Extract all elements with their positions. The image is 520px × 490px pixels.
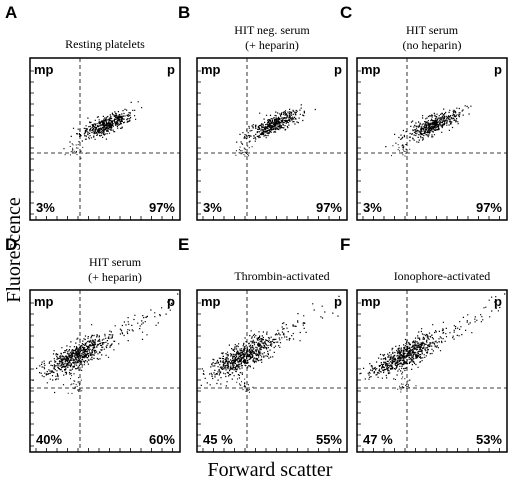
panel-caption: Resting platelets <box>65 37 145 51</box>
plot-frame <box>356 289 508 453</box>
left-label: mp <box>201 294 221 309</box>
panel-caption: Ionophore-activated <box>394 269 491 283</box>
left-percent: 3% <box>363 200 382 215</box>
ticks <box>357 302 500 452</box>
panel-letter: E <box>178 235 189 254</box>
right-percent: 97% <box>149 200 175 215</box>
ticks <box>197 70 340 220</box>
plot-frame <box>196 57 348 221</box>
left-label: mp <box>34 62 54 77</box>
ticks <box>30 70 173 220</box>
dot-cloud <box>235 104 316 157</box>
panel-caption: (+ heparin) <box>245 38 299 52</box>
y-axis-label: Fluorescence <box>3 197 25 303</box>
dot-cloud <box>32 293 179 394</box>
panel-letter: A <box>5 3 17 22</box>
plot-frame <box>29 57 181 221</box>
left-percent: 47 % <box>363 432 393 447</box>
right-percent: 97% <box>316 200 342 215</box>
dot-cloud <box>63 101 143 159</box>
right-percent: 55% <box>316 432 342 447</box>
dot-cloud <box>385 105 472 157</box>
dot-cloud <box>200 295 341 393</box>
left-percent: 45 % <box>203 432 233 447</box>
x-axis-label: Forward scatter <box>208 459 333 481</box>
plot-frame <box>196 289 348 453</box>
right-percent: 97% <box>476 200 502 215</box>
left-label: mp <box>34 294 54 309</box>
ticks <box>357 70 500 220</box>
plot-frame <box>356 57 508 221</box>
left-label: mp <box>201 62 221 77</box>
right-label: p <box>334 294 342 309</box>
panel-caption: (+ heparin) <box>88 270 142 284</box>
dot-cloud <box>359 293 506 393</box>
right-label: p <box>334 62 342 77</box>
right-label: p <box>167 294 175 309</box>
right-label: p <box>167 62 175 77</box>
panel-caption: HIT serum <box>406 23 459 37</box>
panel-letter: B <box>178 3 190 22</box>
ticks <box>30 302 173 452</box>
right-percent: 60% <box>149 432 175 447</box>
ticks <box>197 302 340 452</box>
left-label: mp <box>361 294 381 309</box>
plot-frame <box>29 289 181 453</box>
panel-letter: D <box>5 235 17 254</box>
panel-caption: Thrombin-activated <box>234 269 329 283</box>
panel-caption: HIT serum <box>89 255 142 269</box>
right-percent: 53% <box>476 432 502 447</box>
left-percent: 3% <box>36 200 55 215</box>
left-percent: 40% <box>36 432 62 447</box>
panel-caption: HIT neg. serum <box>234 23 310 37</box>
panel-caption: (no heparin) <box>403 38 462 52</box>
right-label: p <box>494 294 502 309</box>
left-percent: 3% <box>203 200 222 215</box>
right-label: p <box>494 62 502 77</box>
panel-letter: C <box>340 3 352 22</box>
panel-letter: F <box>340 235 350 254</box>
left-label: mp <box>361 62 381 77</box>
